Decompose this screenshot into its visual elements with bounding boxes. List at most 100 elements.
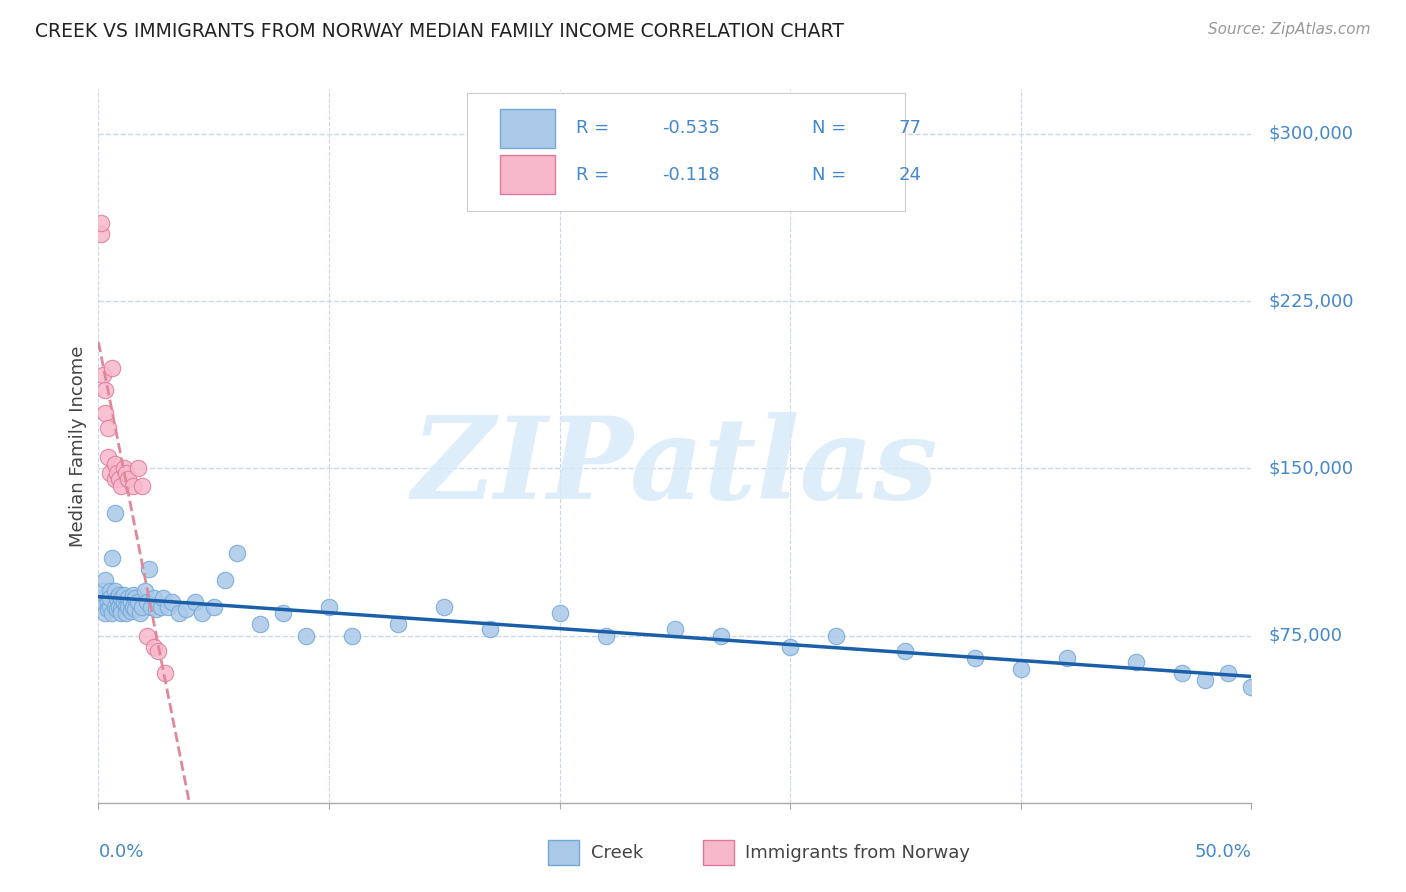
Point [129,607,152,621]
Point [664,622,686,636]
Text: $225,000: $225,000 [1268,292,1354,310]
Point [174,601,197,615]
Point [135,595,157,609]
Point [141,599,163,614]
Text: ZIPatlas: ZIPatlas [412,412,938,523]
Point [90,591,112,605]
Point [184,595,207,609]
Point [91,368,114,382]
Point [94,384,117,398]
Text: $300,000: $300,000 [1268,125,1353,143]
Point [110,607,132,621]
Point [340,628,363,642]
Point [1194,673,1216,687]
Point [105,466,128,480]
Point [120,604,142,618]
Point [124,601,146,615]
FancyBboxPatch shape [467,93,905,211]
Text: Source: ZipAtlas.com: Source: ZipAtlas.com [1208,22,1371,37]
Y-axis label: Median Family Income: Median Family Income [69,345,87,547]
Point [225,546,247,560]
Point [318,599,340,614]
Point [479,622,502,636]
Text: 50.0%: 50.0% [1195,843,1251,861]
Point [191,607,214,621]
Point [94,573,117,587]
Text: -0.535: -0.535 [662,120,720,137]
Point [779,640,801,654]
Text: -0.118: -0.118 [662,166,720,184]
Point [97,450,120,464]
Point [894,644,917,658]
Point [145,601,167,615]
Point [249,617,271,632]
Text: N =: N = [813,166,852,184]
Point [105,591,128,605]
Point [101,550,124,565]
Point [103,583,125,598]
Point [98,466,121,480]
FancyBboxPatch shape [499,155,555,194]
Point [548,607,571,621]
Point [91,583,114,598]
Text: 0.0%: 0.0% [98,843,143,861]
Text: R =: R = [575,120,614,137]
Point [387,617,409,632]
Point [202,599,225,614]
Text: N =: N = [813,120,852,137]
Point [103,457,125,471]
Point [112,589,135,603]
Point [295,628,318,642]
Point [167,607,190,621]
Point [124,591,146,605]
Point [98,599,121,614]
Point [127,595,149,609]
Point [101,360,124,375]
Point [1218,666,1240,681]
Text: CREEK VS IMMIGRANTS FROM NORWAY MEDIAN FAMILY INCOME CORRELATION CHART: CREEK VS IMMIGRANTS FROM NORWAY MEDIAN F… [35,22,844,41]
Point [710,628,733,642]
Point [149,599,172,614]
Point [131,479,153,493]
Point [117,591,139,605]
Point [101,607,124,621]
Point [155,666,177,681]
Point [110,591,132,605]
Point [595,628,617,642]
Point [103,599,125,614]
Point [112,461,135,475]
Point [94,607,117,621]
Point [110,479,132,493]
Point [108,589,131,603]
Point [1125,655,1147,669]
Point [117,473,139,487]
Text: Creek: Creek [591,844,643,862]
Point [148,644,170,658]
Point [110,601,132,615]
Point [120,595,142,609]
Point [91,599,114,614]
Point [103,473,125,487]
Text: 24: 24 [898,166,921,184]
FancyBboxPatch shape [499,109,555,148]
Point [98,583,121,598]
Point [1010,662,1032,676]
Point [963,651,986,665]
Point [142,591,165,605]
Point [127,461,149,475]
Point [1171,666,1194,681]
Point [156,599,179,614]
Point [108,599,131,614]
Point [90,216,112,230]
Point [97,421,120,435]
Point [115,599,138,614]
Point [138,562,160,576]
Text: 77: 77 [898,120,921,137]
Point [1056,651,1078,665]
Point [108,473,131,487]
Point [115,466,138,480]
Point [433,599,456,614]
Point [135,628,157,642]
Point [103,506,125,520]
Text: Immigrants from Norway: Immigrants from Norway [745,844,970,862]
